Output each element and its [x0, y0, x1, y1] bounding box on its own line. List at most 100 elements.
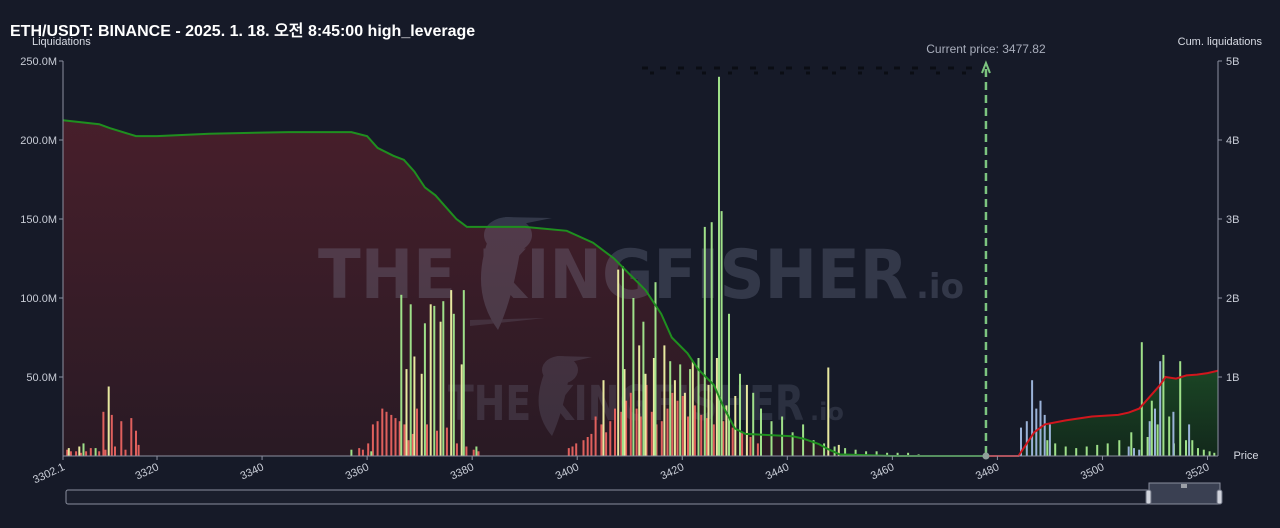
x-tick-label: 3440 — [764, 461, 791, 482]
bar-blue-1 — [1025, 421, 1028, 456]
bar-blue-7 — [1127, 446, 1130, 456]
bar-green-43 — [1046, 440, 1049, 456]
bar-red-68 — [741, 432, 744, 456]
watermark-brand-text: THE KINGFISHER — [318, 236, 908, 315]
bar-green-25 — [739, 373, 741, 456]
y-tick-label: 100.0M — [20, 293, 57, 305]
cum-short-line — [62, 119, 986, 457]
bar-green-23 — [720, 211, 723, 456]
bar-red-29 — [416, 408, 418, 456]
bar-green-37 — [865, 451, 868, 456]
liquidation-bars — [66, 76, 1216, 457]
bar-green-10 — [462, 290, 465, 456]
bar-red-15 — [137, 444, 140, 456]
chart-title: ETH/USDT: BINANCE - 2025. 1. 18. 오전 8:45… — [10, 23, 476, 40]
bar-green-59 — [1179, 361, 1182, 456]
bar-red-19 — [371, 424, 374, 456]
range-slider-grip-icon[interactable] — [1181, 484, 1187, 488]
range-slider-track[interactable] — [65, 489, 1221, 505]
x-tick-label: 3500 — [1079, 461, 1106, 482]
x-tick-label: 3320 — [134, 461, 161, 482]
bar-green-13 — [632, 298, 635, 456]
bar-red-32 — [445, 427, 448, 456]
bar-red-69 — [749, 437, 752, 456]
bar-red-59 — [676, 400, 679, 456]
bar-red-62 — [693, 405, 696, 456]
bar-green-61 — [1191, 440, 1194, 456]
watermark-large: THE KINGFISHER .io — [318, 217, 964, 330]
current-price-label: Current price: 3477.82 — [926, 42, 1046, 56]
bar-red-1 — [69, 451, 72, 456]
bar-red-8 — [104, 449, 107, 456]
bar-red-47 — [614, 408, 616, 456]
bar-red-2 — [75, 451, 78, 456]
bar-yellow-16 — [663, 345, 666, 456]
bar-yellow-22 — [725, 405, 728, 456]
bar-red-13 — [130, 418, 133, 456]
bar-red-26 — [403, 424, 406, 456]
y2-axis-title: Cum. liquidations — [1178, 36, 1263, 48]
bar-blue-14 — [1188, 424, 1191, 456]
bar-green-48 — [1096, 444, 1099, 456]
bar-red-23 — [390, 414, 393, 456]
bar-green-64 — [1208, 451, 1211, 456]
bar-green-31 — [802, 424, 805, 456]
bar-red-37 — [567, 448, 570, 456]
y2-tick-label: 1B — [1226, 372, 1239, 384]
bar-green-17 — [679, 364, 682, 456]
bar-red-10 — [114, 446, 116, 456]
x-tick-label: 3340 — [239, 461, 266, 482]
range-slider-right-handle[interactable] — [1216, 489, 1223, 505]
bar-red-24 — [394, 418, 397, 456]
range-slider-left-handle[interactable] — [1145, 489, 1152, 505]
bar-red-16 — [358, 448, 361, 456]
bar-green-12 — [621, 266, 624, 456]
bar-red-44 — [600, 424, 603, 456]
range-slider[interactable] — [65, 482, 1223, 505]
bar-red-4 — [85, 451, 88, 456]
bar-green-47 — [1085, 446, 1088, 456]
bar-blue-6 — [1048, 424, 1051, 456]
bar-red-64 — [705, 418, 708, 456]
bar-red-28 — [411, 433, 414, 456]
bar-yellow-1 — [78, 446, 81, 456]
bar-red-38 — [571, 446, 574, 456]
bar-green-26 — [752, 392, 755, 456]
bar-red-61 — [687, 416, 689, 456]
x-tick-label: 3360 — [344, 461, 371, 482]
bar-green-28 — [770, 421, 773, 456]
y-tick-label: 250.0M — [20, 56, 57, 68]
bar-red-66 — [722, 421, 725, 456]
bar-yellow-25 — [827, 367, 830, 456]
bar-green-46 — [1075, 448, 1078, 456]
bar-blue-13 — [1172, 411, 1175, 456]
bar-green-11 — [475, 446, 478, 456]
bar-green-55 — [1156, 424, 1159, 456]
x-tick-label: 3460 — [869, 461, 896, 482]
bar-red-40 — [582, 440, 585, 456]
bar-red-57 — [666, 408, 669, 456]
bar-yellow-19 — [691, 361, 694, 456]
bar-red-54 — [650, 411, 653, 456]
bar-green-53 — [1146, 437, 1149, 456]
bar-red-27 — [407, 440, 410, 456]
bar-green-15 — [654, 282, 657, 456]
bar-red-67 — [731, 427, 734, 456]
bar-red-43 — [594, 416, 597, 456]
bar-red-45 — [605, 432, 608, 456]
x-axis-title: Price — [1233, 450, 1258, 462]
bar-green-22 — [718, 76, 720, 457]
bar-yellow-2 — [107, 386, 110, 456]
bar-yellow-3 — [405, 369, 408, 456]
bar-red-34 — [465, 446, 468, 456]
bar-yellow-24 — [745, 384, 748, 456]
bar-yellow-20 — [707, 384, 710, 456]
x-tick-label: 3400 — [554, 461, 581, 482]
bar-green-33 — [823, 443, 826, 456]
bar-red-56 — [660, 421, 663, 456]
bar-red-0 — [66, 449, 69, 456]
bar-green-38 — [875, 451, 878, 456]
y-tick-label: 50.0M — [26, 372, 57, 384]
bar-yellow-21 — [715, 358, 718, 456]
current-price-dot — [982, 452, 990, 460]
